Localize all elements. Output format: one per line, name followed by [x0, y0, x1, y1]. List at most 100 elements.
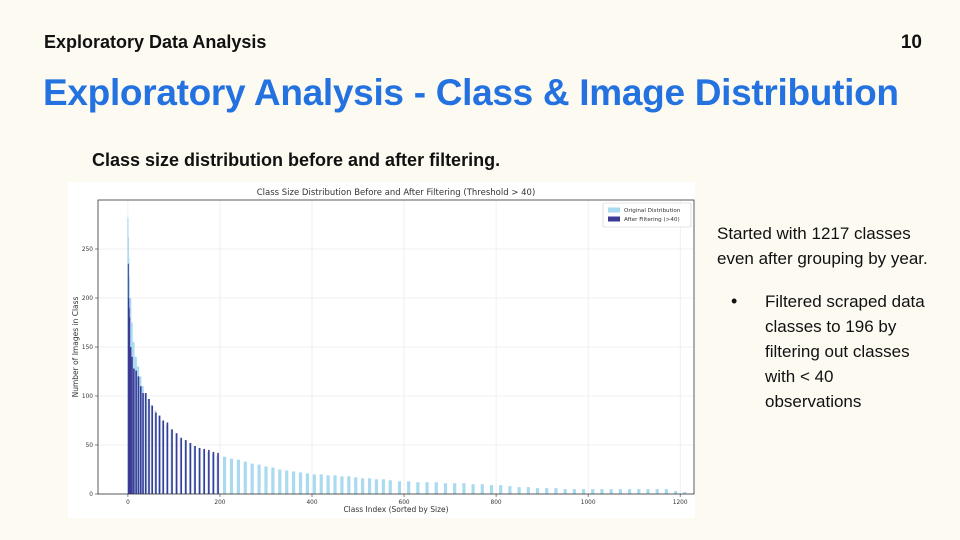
x-tick-label: 800 — [491, 500, 502, 506]
bar-original — [243, 461, 247, 494]
chart-grid — [98, 200, 694, 495]
x-axis-ticks: 0 200 400 600 800 1000 1200 — [126, 494, 688, 506]
bar-original — [416, 482, 420, 494]
original-bars — [127, 217, 687, 495]
x-tick-label: 0 — [126, 500, 130, 506]
bar-filtered — [135, 370, 137, 494]
bar-original — [499, 485, 503, 494]
x-tick-label: 600 — [399, 500, 410, 506]
bar-original — [471, 484, 475, 494]
bar-filtered — [217, 452, 219, 494]
x-tick-label: 1000 — [581, 500, 596, 506]
bar-original — [591, 489, 595, 494]
bar-original — [453, 483, 457, 494]
bar-original — [683, 492, 687, 494]
bar-filtered — [212, 451, 215, 494]
bar-original — [257, 464, 261, 494]
bar-original — [489, 485, 494, 494]
chart-figure: Class Size Distribution Before and After… — [68, 182, 695, 518]
bar-filtered — [180, 438, 183, 494]
bar-original — [354, 477, 358, 494]
bar-original — [250, 463, 254, 494]
bar-original — [517, 487, 521, 494]
bar-original — [271, 467, 275, 494]
bar-original — [618, 489, 622, 494]
bar-filtered — [158, 415, 161, 494]
bar-original — [229, 458, 234, 494]
bar-original — [361, 478, 365, 494]
bar-original — [312, 474, 316, 494]
bar-filtered — [185, 440, 187, 494]
legend-swatch-filtered — [608, 216, 620, 222]
y-axis-label: Number of Images in Class — [71, 296, 80, 397]
bar-original — [554, 488, 558, 494]
bar-original — [526, 487, 530, 494]
filtered-bars — [127, 263, 219, 494]
bar-original — [333, 475, 337, 494]
bar-original — [627, 489, 632, 494]
y-axis-ticks: 0 50 100 150 200 250 — [82, 247, 98, 498]
bar-filtered — [208, 449, 210, 494]
bar-filtered — [166, 422, 169, 494]
bar-original — [535, 488, 540, 494]
bar-original — [347, 476, 351, 494]
notes-bullets: Filtered scraped data classes to 196 by … — [717, 289, 932, 414]
bar-original — [305, 473, 310, 494]
class-size-bar-chart: Class Size Distribution Before and After… — [71, 188, 695, 514]
bar-filtered — [203, 448, 206, 494]
y-tick-label: 100 — [82, 394, 93, 400]
bar-filtered — [189, 443, 192, 494]
bar-filtered — [131, 356, 133, 494]
bar-original — [443, 483, 448, 494]
bar-original — [407, 481, 411, 494]
notes-intro: Started with 1217 classes even after gro… — [717, 224, 928, 268]
bar-filtered — [162, 420, 165, 494]
chart-caption: Class size distribution before and after… — [92, 150, 501, 170]
bar-original — [434, 482, 438, 494]
y-tick-label: 250 — [82, 247, 93, 253]
page-title: Exploratory Analysis - Class & Image Dis… — [43, 72, 899, 113]
bar-filtered — [129, 347, 132, 494]
bar-original — [236, 459, 240, 494]
section-label: Exploratory Data Analysis — [44, 32, 267, 52]
bar-filtered — [175, 433, 178, 494]
bar-original — [655, 489, 659, 494]
legend-label-original: Original Distribution — [624, 208, 681, 214]
bar-original — [637, 489, 641, 494]
y-tick-label: 0 — [89, 492, 93, 498]
bar-original — [374, 479, 379, 494]
bar-original — [664, 489, 668, 494]
page-number: 10 — [900, 32, 922, 53]
y-tick-label: 150 — [82, 345, 93, 351]
bar-original — [462, 483, 466, 494]
bar-filtered — [137, 376, 140, 494]
bar-filtered — [198, 447, 201, 494]
bar-original — [319, 474, 323, 494]
bar-filtered — [145, 393, 147, 494]
bar-original — [388, 480, 392, 494]
bar-original — [326, 475, 330, 494]
bar-original — [222, 456, 227, 494]
bar-original — [508, 486, 512, 494]
bar-filtered — [194, 445, 196, 494]
bar-original — [609, 489, 613, 494]
bar-original — [285, 470, 289, 494]
y-tick-label: 200 — [82, 296, 93, 302]
x-tick-label: 1200 — [673, 500, 688, 506]
bar-original — [291, 471, 296, 494]
bar-original — [367, 478, 372, 494]
bar-filtered — [151, 405, 154, 494]
bar-original — [381, 479, 385, 494]
bar-original — [646, 489, 650, 494]
bar-filtered — [129, 317, 131, 494]
y-tick-label: 50 — [86, 443, 94, 449]
bar-original — [425, 482, 429, 494]
bar-original — [298, 472, 303, 494]
bar-original — [480, 484, 484, 494]
chart-legend: Original Distribution After Filtering (>… — [602, 202, 692, 228]
chart-title: Class Size Distribution Before and After… — [257, 188, 536, 198]
bar-original — [581, 489, 586, 494]
bar-filtered — [142, 393, 144, 494]
bar-original — [673, 491, 678, 494]
bar-original — [340, 476, 344, 494]
